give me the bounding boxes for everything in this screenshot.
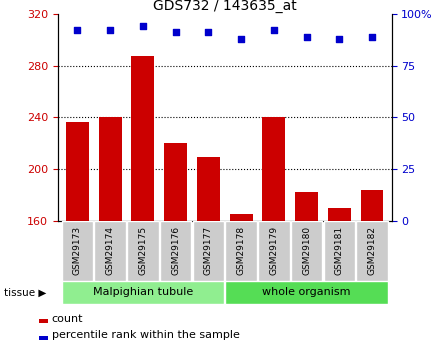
- Bar: [39, 319, 48, 323]
- Bar: [225, 221, 257, 280]
- Bar: [225, 281, 388, 304]
- Text: GSM29177: GSM29177: [204, 226, 213, 275]
- Bar: [99, 117, 121, 221]
- Bar: [360, 190, 384, 221]
- Text: count: count: [52, 314, 83, 324]
- Bar: [356, 221, 388, 280]
- Point: [139, 23, 146, 29]
- Point: [172, 30, 179, 35]
- Bar: [263, 117, 285, 221]
- Bar: [131, 57, 154, 221]
- Text: GSM29176: GSM29176: [171, 226, 180, 275]
- Point: [336, 36, 343, 41]
- Text: GSM29175: GSM29175: [138, 226, 147, 275]
- Point: [107, 28, 114, 33]
- Bar: [164, 143, 187, 221]
- Bar: [291, 221, 322, 280]
- Point: [238, 36, 245, 41]
- Bar: [295, 192, 318, 221]
- Bar: [193, 221, 224, 280]
- Text: GSM29182: GSM29182: [368, 226, 376, 275]
- Text: Malpighian tubule: Malpighian tubule: [93, 287, 193, 297]
- Text: GSM29174: GSM29174: [106, 226, 115, 275]
- Point: [368, 34, 376, 39]
- Text: percentile rank within the sample: percentile rank within the sample: [52, 331, 239, 340]
- Text: tissue ▶: tissue ▶: [4, 287, 47, 297]
- Bar: [62, 281, 224, 304]
- Text: whole organism: whole organism: [262, 287, 351, 297]
- Text: GSM29173: GSM29173: [73, 226, 82, 275]
- Title: GDS732 / 143635_at: GDS732 / 143635_at: [153, 0, 297, 13]
- Point: [303, 34, 310, 39]
- Point: [270, 28, 277, 33]
- Bar: [62, 221, 93, 280]
- Bar: [328, 208, 351, 221]
- Point: [74, 28, 81, 33]
- Bar: [66, 122, 89, 221]
- Bar: [324, 221, 355, 280]
- Text: GSM29178: GSM29178: [237, 226, 246, 275]
- Text: GSM29181: GSM29181: [335, 226, 344, 275]
- Bar: [127, 221, 158, 280]
- Bar: [230, 214, 253, 221]
- Bar: [258, 221, 290, 280]
- Bar: [197, 157, 220, 221]
- Point: [205, 30, 212, 35]
- Bar: [39, 336, 48, 340]
- Bar: [160, 221, 191, 280]
- Text: GSM29179: GSM29179: [269, 226, 278, 275]
- Text: GSM29180: GSM29180: [302, 226, 311, 275]
- Bar: [94, 221, 126, 280]
